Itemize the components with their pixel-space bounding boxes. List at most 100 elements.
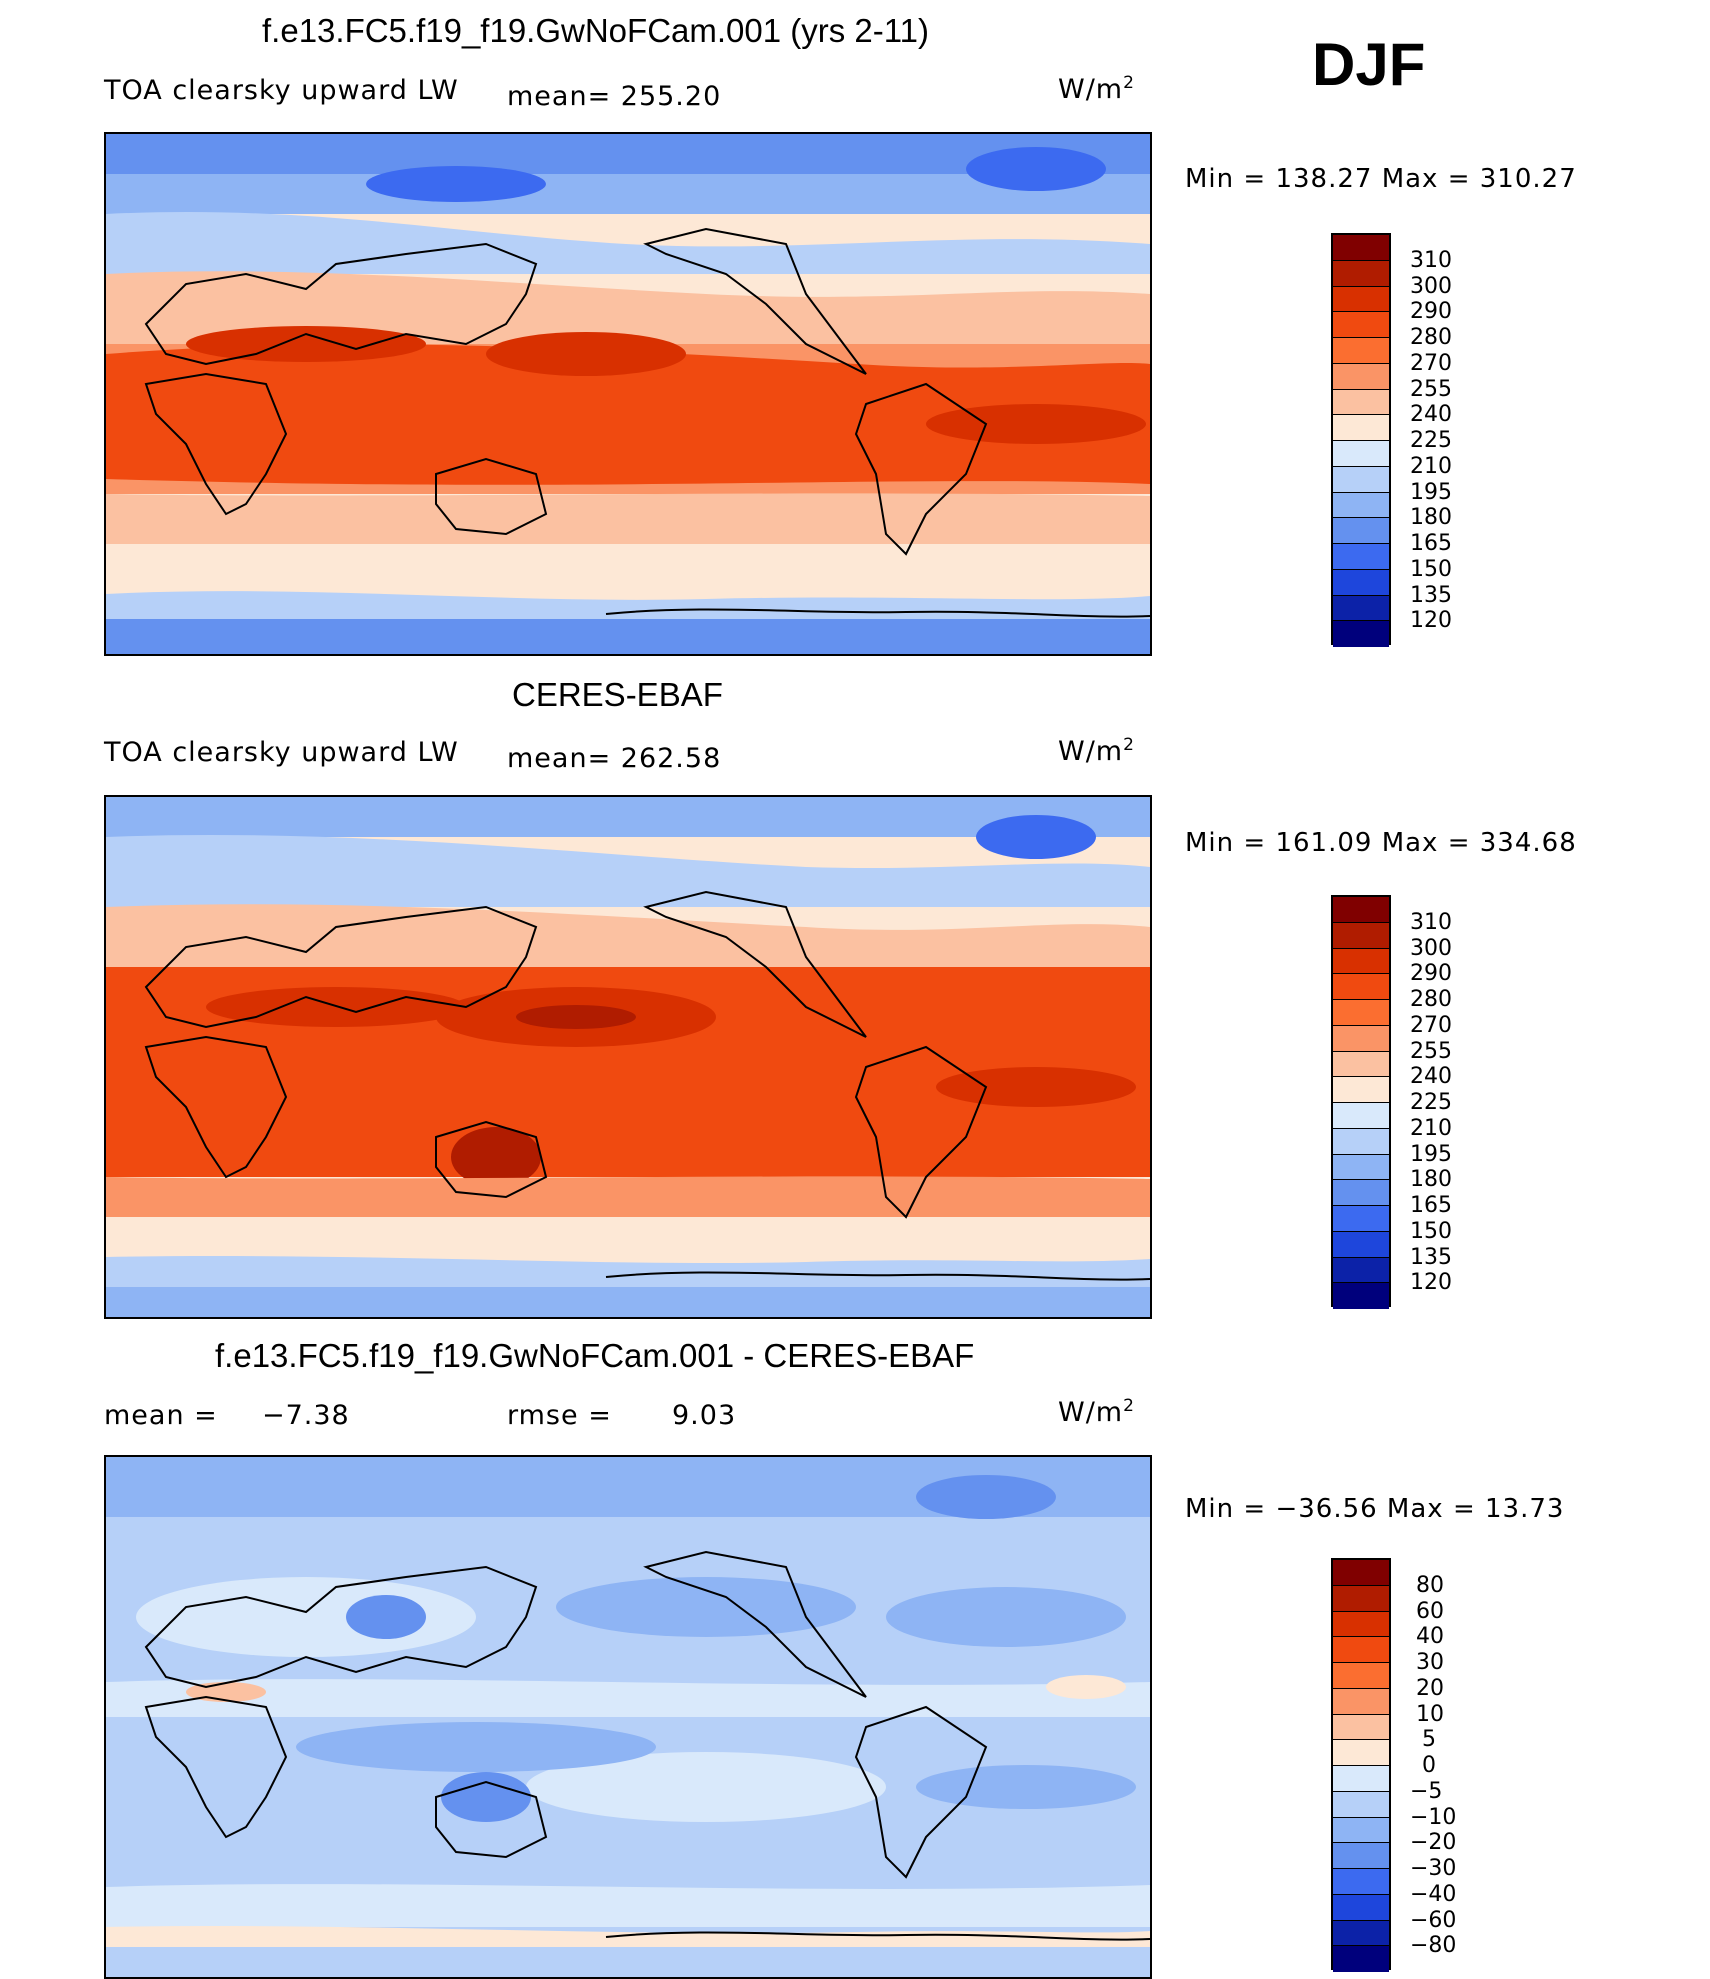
panel3-rmse-label: rmse = [507, 1400, 612, 1431]
panel2-colorbar [1331, 895, 1391, 1309]
panel2-colorbar-swatch [1333, 1180, 1389, 1206]
panel1-colorbar [1331, 233, 1391, 647]
panel1-colorbar-swatch [1333, 363, 1389, 390]
panel2-minmax: Min = 161.09 Max = 334.68 [1185, 828, 1577, 858]
panel2-colorbar-swatch [1333, 922, 1389, 949]
panel2-units: W/m2 [1058, 735, 1135, 767]
panel2-colorbar-label: 135 [1410, 1245, 1452, 1270]
panel3-colorbar-label: 20 [1416, 1676, 1444, 1701]
panel1-colorbar-swatch [1333, 286, 1389, 313]
panel1-colorbar-label: 210 [1410, 454, 1452, 479]
panel1-colorbar-label: 120 [1410, 608, 1452, 633]
panel3-colorbar-swatch [1333, 1611, 1389, 1638]
panel1-colorbar-swatch [1333, 260, 1389, 287]
panel3-mean-value: −7.38 [262, 1400, 350, 1431]
panel1-mean: mean= 255.20 [507, 81, 722, 112]
panel2-colorbar-swatch [1333, 1000, 1389, 1026]
panel3-colorbar-swatch [1333, 1791, 1389, 1818]
panel1-colorbar-swatch [1333, 441, 1389, 467]
panel2-colorbar-label: 270 [1410, 1013, 1452, 1038]
panel2-colorbar-label: 165 [1410, 1193, 1452, 1218]
panel2-colorbar-swatch [1333, 1051, 1389, 1078]
panel1-colorbar-label: 300 [1410, 274, 1452, 299]
panel2-colorbar-swatch [1333, 1128, 1389, 1155]
panel2-colorbar-swatch [1333, 1231, 1389, 1258]
panel1-colorbar-swatch [1333, 518, 1389, 544]
panel3-colorbar-label: −80 [1410, 1933, 1457, 1958]
panel1-colorbar-label: 150 [1410, 557, 1452, 582]
panel1-colorbar-label: 255 [1410, 377, 1452, 402]
panel2-mean: mean= 262.58 [507, 743, 722, 774]
panel3-map [104, 1455, 1152, 1979]
panel2-colorbar-swatch [1333, 897, 1389, 923]
panel2-colorbar-label: 255 [1410, 1039, 1452, 1064]
panel3-colorbar-swatch [1333, 1663, 1389, 1689]
panel3-colorbar-swatch [1333, 1843, 1389, 1869]
panel2-colorbar-label: 280 [1410, 987, 1452, 1012]
panel2-colorbar-label: 310 [1410, 910, 1452, 935]
panel1-colorbar-label: 180 [1410, 505, 1452, 530]
panel1-minmax: Min = 138.27 Max = 310.27 [1185, 164, 1577, 194]
panel2-colorbar-label: 120 [1410, 1270, 1452, 1295]
panel1-colorbar-swatch [1333, 235, 1389, 261]
panel2-colorbar-swatch [1333, 1154, 1389, 1181]
panel2-colorbar-label: 300 [1410, 936, 1452, 961]
panel1-title: f.e13.FC5.f19_f19.GwNoFCam.001 (yrs 2-11… [262, 12, 929, 49]
panel1-colorbar-label: 280 [1410, 325, 1452, 350]
panel2-colorbar-swatch [1333, 1025, 1389, 1052]
panel2-colorbar-swatch [1333, 948, 1389, 975]
panel2-colorbar-label: 210 [1410, 1116, 1452, 1141]
panel2-colorbar-label: 225 [1410, 1090, 1452, 1115]
panel3-colorbar-label: −20 [1410, 1830, 1457, 1855]
panel3-colorbar-swatch [1333, 1869, 1389, 1895]
panel3-colorbar-label: 80 [1416, 1573, 1444, 1598]
panel3-colorbar-swatch [1333, 1946, 1389, 1972]
panel2-map [104, 795, 1152, 1319]
panel1-colorbar-label: 290 [1410, 299, 1452, 324]
panel3-colorbar-label: 30 [1416, 1650, 1444, 1675]
panel2-colorbar-swatch [1333, 974, 1389, 1000]
panel3-colorbar-label: −60 [1410, 1908, 1457, 1933]
season-label: DJF [1312, 31, 1426, 98]
panel3-colorbar-swatch [1333, 1585, 1389, 1612]
panel1-colorbar-label: 225 [1410, 428, 1452, 453]
panel3-title: f.e13.FC5.f19_f19.GwNoFCam.001 - CERES-E… [215, 1337, 975, 1374]
panel2-colorbar-label: 290 [1410, 961, 1452, 986]
panel3-colorbar-label: −10 [1410, 1805, 1457, 1830]
panel3-colorbar-label: −5 [1410, 1779, 1443, 1804]
panel1-colorbar-label: 270 [1410, 351, 1452, 376]
panel1-colorbar-swatch [1333, 415, 1389, 441]
panel3-colorbar-label: 60 [1416, 1599, 1444, 1624]
panel1-map [104, 132, 1152, 656]
panel1-colorbar-swatch [1333, 569, 1389, 596]
panel1-colorbar-label: 195 [1410, 480, 1452, 505]
panel1-colorbar-label: 135 [1410, 583, 1452, 608]
panel1-colorbar-label: 310 [1410, 248, 1452, 273]
panel3-colorbar-swatch [1333, 1817, 1389, 1844]
panel3-colorbar-swatch [1333, 1688, 1389, 1715]
panel1-units: W/m2 [1058, 73, 1135, 105]
panel3-colorbar-swatch [1333, 1894, 1389, 1921]
panel1-colorbar-swatch [1333, 621, 1389, 647]
panel1-colorbar-swatch [1333, 544, 1389, 570]
panel2-variable-label: TOA clearsky upward LW [104, 737, 459, 768]
panel1-colorbar-swatch [1333, 338, 1389, 364]
panel2-colorbar-swatch [1333, 1257, 1389, 1284]
panel1-colorbar-swatch [1333, 595, 1389, 622]
panel1-colorbar-swatch [1333, 389, 1389, 416]
panel3-rmse-value: 9.03 [672, 1400, 737, 1431]
panel2-colorbar-swatch [1333, 1103, 1389, 1129]
panel2-colorbar-swatch [1333, 1206, 1389, 1232]
panel2-colorbar-swatch [1333, 1283, 1389, 1309]
panel3-colorbar-swatch [1333, 1714, 1389, 1741]
panel3-colorbar-label: −40 [1410, 1882, 1457, 1907]
panel1-colorbar-swatch [1333, 312, 1389, 338]
panel1-colorbar-swatch [1333, 492, 1389, 519]
panel1-colorbar-swatch [1333, 466, 1389, 493]
panel3-colorbar-swatch [1333, 1920, 1389, 1947]
panel2-colorbar-label: 240 [1410, 1064, 1452, 1089]
panel3-colorbar-label: 40 [1416, 1624, 1444, 1649]
panel1-variable-label: TOA clearsky upward LW [104, 75, 459, 106]
panel3-colorbar-swatch [1333, 1766, 1389, 1792]
panel1-colorbar-label: 165 [1410, 531, 1452, 556]
